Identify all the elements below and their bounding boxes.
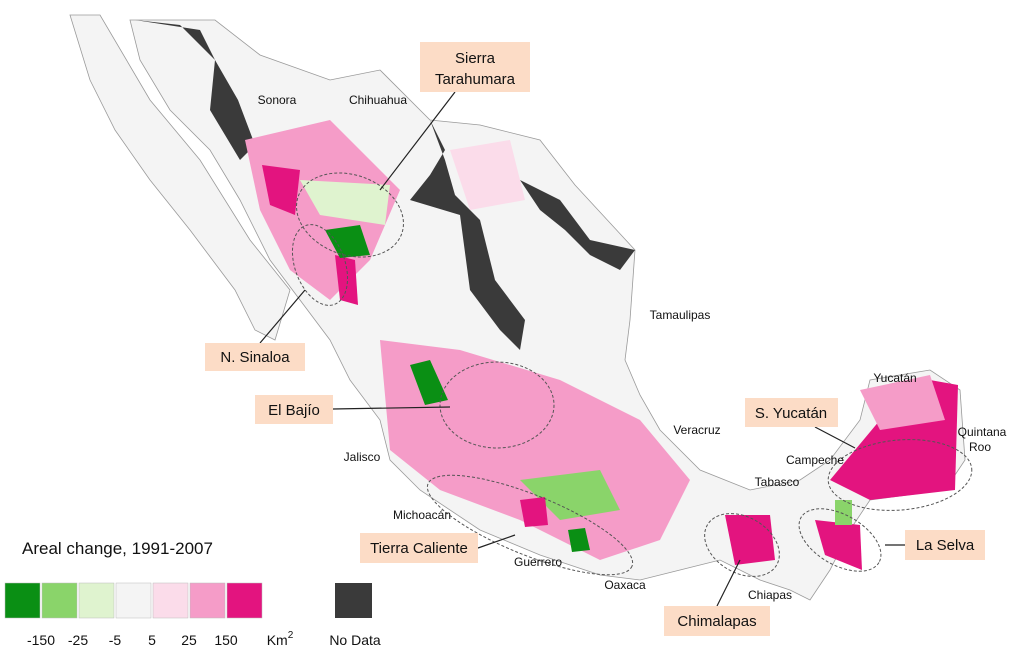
- state-label: Tamaulipas: [650, 308, 711, 322]
- callout-label: N. Sinaloa: [220, 349, 290, 366]
- focus-ellipse: [798, 508, 882, 572]
- state-label: Sonora: [258, 93, 297, 107]
- map-shapes: [69, 14, 966, 601]
- change-area: [300, 180, 390, 225]
- state-label: Veracruz: [673, 423, 720, 437]
- legend-break-label: -150: [27, 632, 55, 648]
- change-area: [325, 225, 370, 258]
- focus-ellipse: [426, 474, 634, 576]
- change-area: [520, 470, 620, 520]
- unit-base: Km: [267, 632, 288, 648]
- no-data-label: No Data: [329, 632, 381, 648]
- change-area: [450, 140, 525, 210]
- callout-box: [420, 42, 530, 92]
- leader-line: [716, 559, 741, 607]
- change-area: [835, 500, 852, 525]
- focus-ellipse: [827, 439, 973, 511]
- leader-line: [332, 406, 451, 410]
- leader-line: [259, 289, 306, 344]
- callout-label: Chimalapas: [677, 613, 756, 630]
- change-area: [335, 255, 358, 305]
- state-label: Yucatán: [873, 371, 916, 385]
- focus-ellipses: [291, 172, 973, 577]
- legend-break-label: 5: [148, 632, 156, 648]
- change-area: [725, 515, 775, 565]
- state-label: Quintana: [958, 425, 1007, 439]
- leader-line: [379, 91, 456, 191]
- legend-title: Areal change, 1991-2007: [22, 539, 213, 558]
- no-data-swatch: [335, 583, 372, 618]
- change-area: [520, 497, 548, 527]
- callout-box: [205, 343, 305, 371]
- legend: Areal change, 1991-2007 Km2 No Data -150…: [4, 539, 381, 648]
- state-labels: Sonora Chihuahua Tamaulipas Veracruz Jal…: [258, 93, 1007, 602]
- state-label: Oaxaca: [604, 578, 646, 592]
- baja-peninsula: [69, 14, 291, 341]
- legend-swatch: [78, 582, 115, 619]
- callout-label: Tierra Caliente: [370, 540, 468, 557]
- focus-ellipse: [704, 513, 780, 577]
- state-label: Jalisco: [344, 450, 381, 464]
- state-label: Roo: [969, 440, 991, 454]
- legend-swatch: [115, 582, 152, 619]
- state-label: Guerrero: [514, 555, 562, 569]
- no-data-area: [135, 20, 255, 160]
- callout-box: [255, 395, 333, 424]
- callout-label: S. Yucatán: [755, 405, 827, 422]
- change-area: [410, 360, 448, 405]
- legend-break-label: -25: [68, 632, 88, 648]
- callout-box: [745, 398, 838, 427]
- legend-break-label: 25: [181, 632, 197, 648]
- legend-swatch: [226, 582, 263, 619]
- callout-label: Tarahumara: [435, 71, 516, 88]
- leader-line: [814, 426, 856, 449]
- leader-lines: [259, 91, 905, 607]
- legend-break-label: 150: [214, 632, 238, 648]
- region-callouts: Sierra Tarahumara N. Sinaloa El Bajío S.…: [205, 42, 985, 636]
- state-label: Campeche: [786, 453, 844, 467]
- change-area: [815, 520, 862, 570]
- legend-swatch: [4, 582, 41, 619]
- change-area: [860, 375, 945, 430]
- state-label: Chiapas: [748, 588, 792, 602]
- change-area: [262, 165, 300, 215]
- legend-swatch: [152, 582, 189, 619]
- legend-swatch: [41, 582, 78, 619]
- no-data-area: [520, 180, 635, 270]
- state-label: Tabasco: [755, 475, 800, 489]
- focus-ellipse: [296, 172, 404, 258]
- no-data-area: [410, 120, 525, 350]
- callout-label: El Bajío: [268, 402, 320, 419]
- callout-box: [664, 606, 770, 636]
- legend-unit: Km2: [267, 630, 294, 648]
- focus-ellipse: [291, 224, 349, 306]
- callout-label: La Selva: [916, 537, 975, 554]
- focus-ellipse: [439, 361, 555, 449]
- change-area: [568, 528, 590, 552]
- state-label: Chihuahua: [349, 93, 407, 107]
- callout-box: [905, 530, 985, 560]
- callout-label: Sierra: [455, 50, 496, 67]
- legend-swatch: [189, 582, 226, 619]
- leader-line: [477, 534, 516, 549]
- unit-exponent: 2: [288, 630, 294, 641]
- callout-box: [360, 533, 478, 563]
- legend-break-label: -5: [109, 632, 122, 648]
- state-label: Michoacán: [393, 508, 451, 522]
